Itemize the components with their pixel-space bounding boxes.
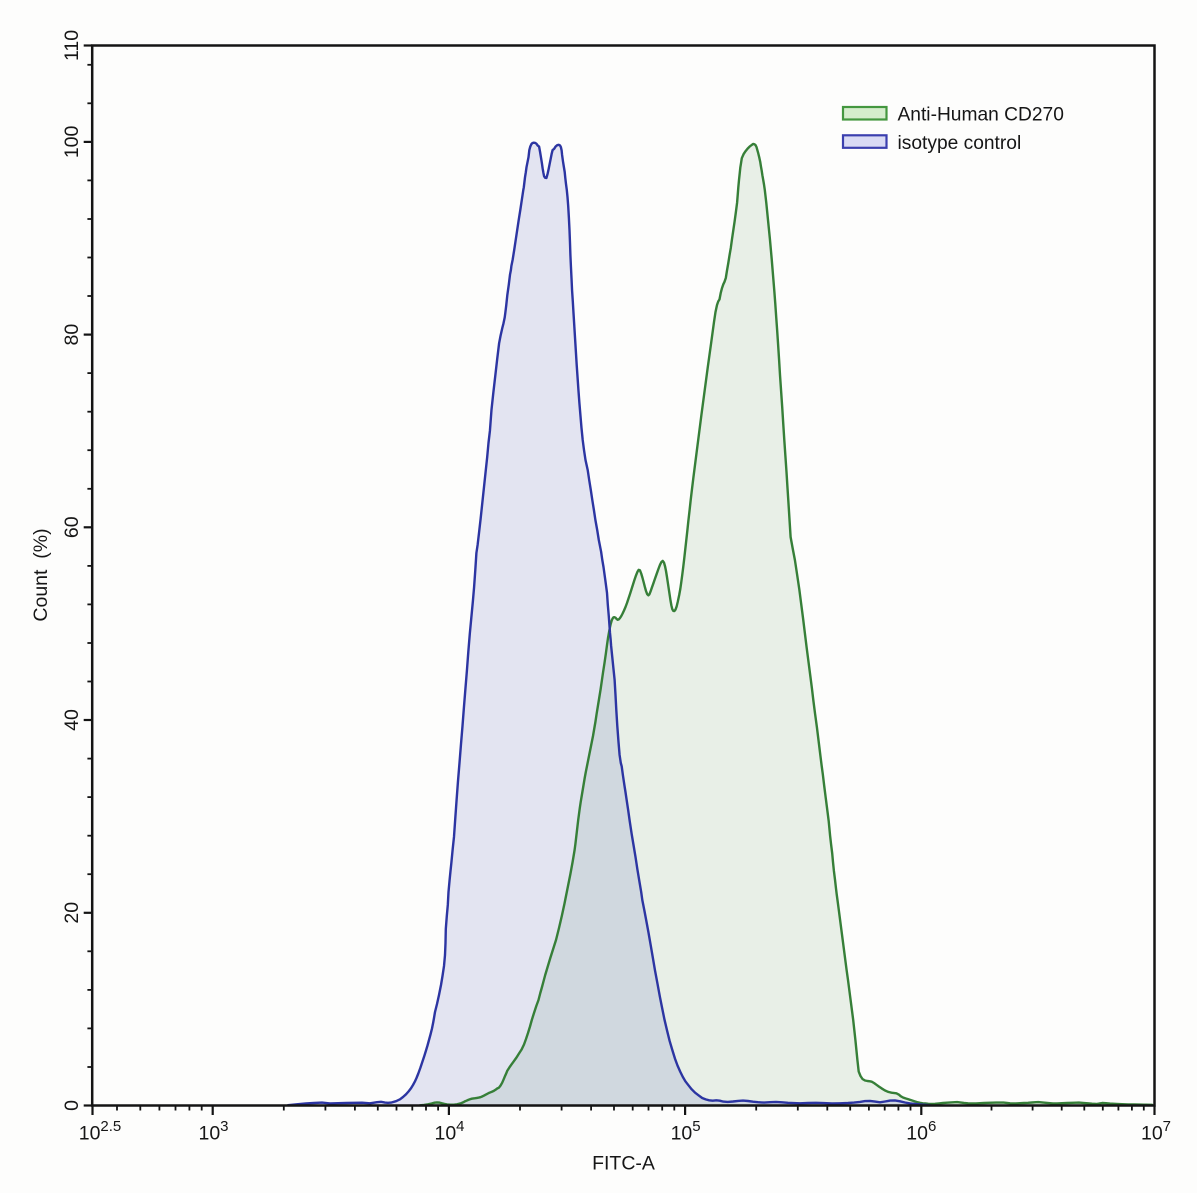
svg-text:isotype control: isotype control [898,133,1022,154]
svg-text:40: 40 [61,709,83,731]
svg-text:80: 80 [61,324,83,346]
svg-text:0: 0 [61,1100,83,1111]
svg-text:Count (%): Count (%) [30,528,52,621]
svg-text:FITC-A: FITC-A [592,1153,655,1175]
svg-text:100: 100 [61,125,83,158]
svg-text:60: 60 [61,516,83,538]
svg-text:20: 20 [61,902,83,924]
svg-text:110: 110 [61,30,83,61]
svg-text:102.5: 102.5 [79,1118,122,1145]
svg-text:Anti-Human CD270: Anti-Human CD270 [898,105,1064,126]
